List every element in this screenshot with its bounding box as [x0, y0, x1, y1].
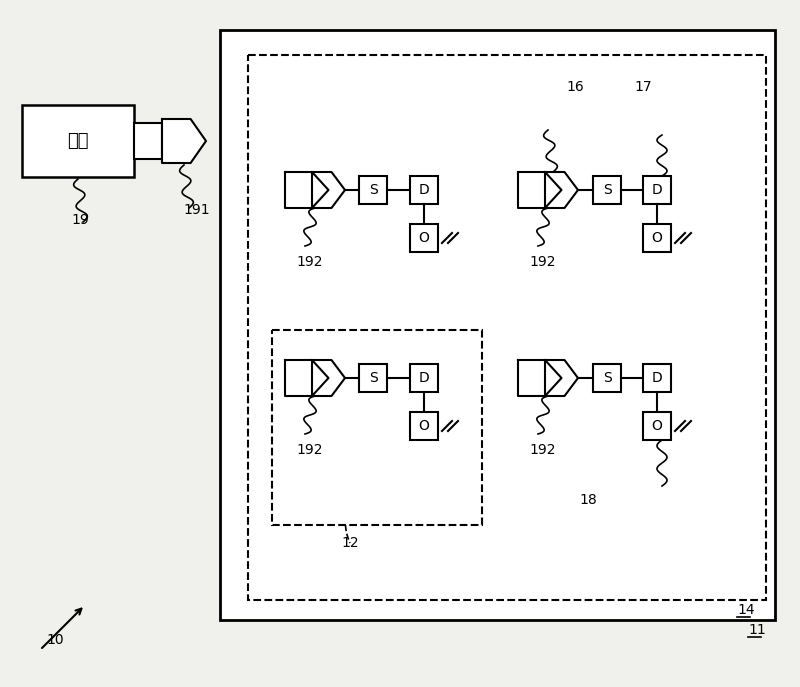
Text: 11: 11 — [748, 623, 766, 637]
Bar — [134, 123, 162, 159]
Text: D: D — [418, 183, 430, 197]
Bar — [643, 176, 671, 204]
Text: S: S — [602, 371, 611, 385]
Bar — [593, 176, 621, 204]
Polygon shape — [312, 172, 345, 208]
Text: O: O — [418, 419, 430, 433]
Text: S: S — [369, 371, 378, 385]
Text: O: O — [418, 231, 430, 245]
Bar — [643, 412, 671, 440]
Polygon shape — [312, 360, 345, 396]
Text: S: S — [602, 183, 611, 197]
Polygon shape — [545, 172, 578, 208]
Text: D: D — [418, 371, 430, 385]
Bar — [410, 412, 438, 440]
Text: 16: 16 — [566, 80, 584, 94]
Text: 12: 12 — [341, 536, 359, 550]
Text: 10: 10 — [46, 633, 64, 647]
Polygon shape — [162, 119, 206, 163]
Text: 191: 191 — [184, 203, 210, 217]
Text: O: O — [651, 231, 662, 245]
Polygon shape — [545, 360, 578, 396]
Bar — [643, 364, 671, 392]
Text: D: D — [652, 183, 662, 197]
Bar — [593, 364, 621, 392]
Text: D: D — [652, 371, 662, 385]
Text: 192: 192 — [297, 443, 323, 457]
Text: 192: 192 — [530, 443, 556, 457]
Bar — [359, 176, 387, 204]
Text: 192: 192 — [297, 255, 323, 269]
Bar — [22, 105, 134, 177]
Polygon shape — [518, 360, 562, 396]
Bar — [220, 30, 775, 620]
Bar — [359, 364, 387, 392]
Bar — [410, 364, 438, 392]
Polygon shape — [518, 172, 562, 208]
Bar — [248, 55, 766, 600]
Text: 17: 17 — [634, 80, 652, 94]
Text: 19: 19 — [71, 213, 89, 227]
Polygon shape — [285, 172, 329, 208]
Text: O: O — [651, 419, 662, 433]
Text: 192: 192 — [530, 255, 556, 269]
Polygon shape — [285, 360, 329, 396]
Text: 14: 14 — [737, 603, 754, 617]
Text: 18: 18 — [579, 493, 597, 507]
Bar — [410, 176, 438, 204]
Bar — [272, 330, 482, 525]
Bar — [643, 224, 671, 252]
Bar — [410, 224, 438, 252]
Text: S: S — [369, 183, 378, 197]
Text: 控制: 控制 — [67, 132, 89, 150]
